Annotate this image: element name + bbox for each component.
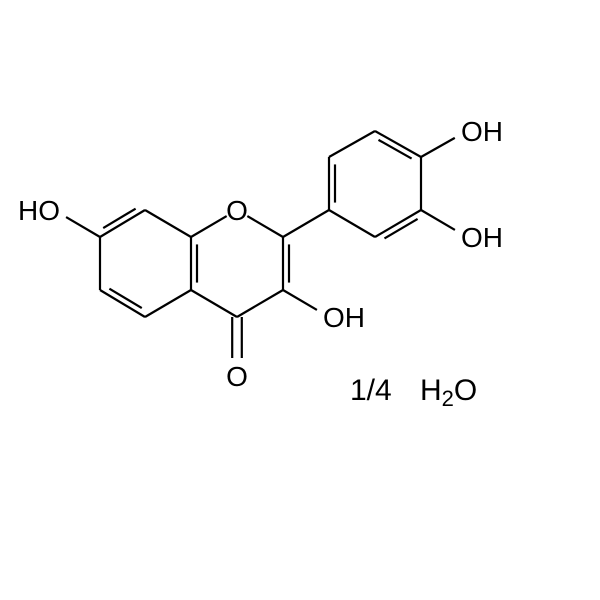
atom-label-oh5: OH [461, 222, 503, 253]
bond-line [375, 131, 421, 157]
atom-label-oh6: OH [323, 302, 365, 333]
bond-line [421, 210, 455, 230]
bond-line [66, 217, 100, 237]
atom-label-oh4: OH [461, 116, 503, 147]
bond-line [100, 290, 145, 317]
bond-line [283, 290, 317, 310]
atom-label-o7: O [226, 361, 248, 392]
hydrate-formula: H2O [420, 374, 477, 411]
bond-line [283, 210, 329, 237]
bond-line [191, 216, 227, 237]
bond-line [247, 216, 283, 237]
hydrate-fraction: 1/4 [350, 374, 392, 407]
bond-line [329, 210, 375, 237]
bond-line [329, 131, 375, 157]
bond-line [375, 210, 421, 237]
bond-line [421, 138, 455, 157]
bond-line [145, 290, 191, 317]
atom-label-o1: O [226, 195, 248, 226]
atom-label-oh2: HO [18, 195, 60, 226]
bond-line [237, 290, 283, 317]
bond-line [100, 210, 145, 237]
bond-line [191, 290, 237, 317]
bond-line [145, 210, 191, 237]
chemical-structure-diagram: O O OH OH OH HO 1/4 H2O [0, 0, 600, 600]
